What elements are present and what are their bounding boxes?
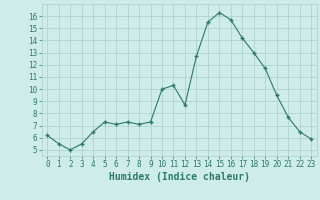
X-axis label: Humidex (Indice chaleur): Humidex (Indice chaleur) — [109, 172, 250, 182]
